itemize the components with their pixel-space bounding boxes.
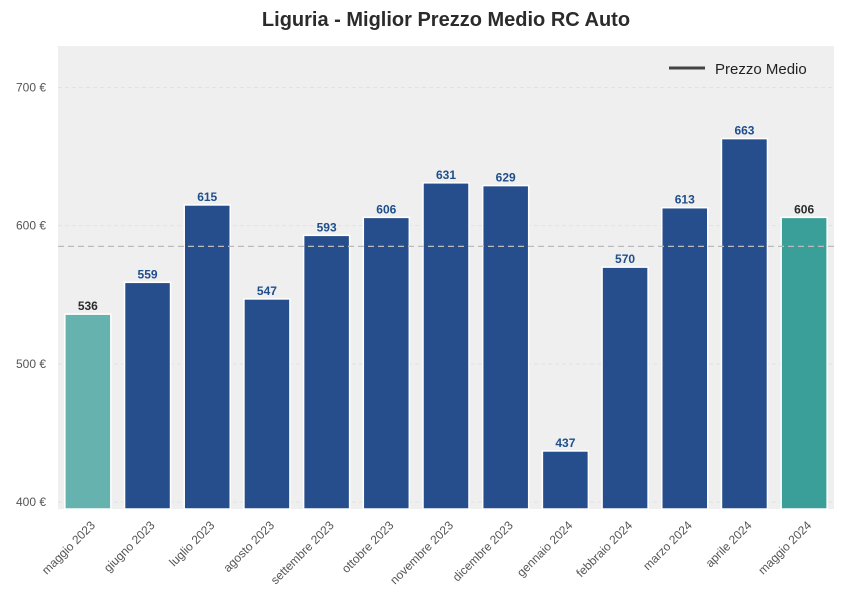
bar bbox=[302, 234, 351, 510]
x-tick-label: maggio 2023 bbox=[39, 518, 98, 577]
bar bbox=[243, 298, 291, 510]
x-tick-label: febbraio 2024 bbox=[573, 518, 635, 580]
data-label: 629 bbox=[496, 171, 516, 185]
x-tick-label: novembre 2023 bbox=[387, 518, 456, 587]
data-labels: 536 559 615 547 593 606 631 629 437 570 613 663 606 bbox=[78, 124, 815, 450]
x-tick-label: giugno 2023 bbox=[101, 518, 158, 575]
x-tick-label: luglio 2023 bbox=[166, 518, 217, 569]
x-tick-label: settembre 2023 bbox=[268, 518, 337, 587]
data-label: 606 bbox=[794, 202, 814, 216]
bar bbox=[422, 182, 470, 510]
x-tick-label: gennaio 2024 bbox=[514, 518, 576, 580]
chart-title: Liguria - Miglior Prezzo Medio RC Auto bbox=[262, 9, 630, 31]
bars bbox=[64, 137, 828, 510]
y-axis: 400 € 500 € 600 € 700 € bbox=[16, 80, 46, 509]
data-label: 559 bbox=[138, 267, 158, 281]
data-label: 606 bbox=[376, 202, 396, 216]
y-tick-label: 600 € bbox=[16, 219, 46, 233]
data-label: 631 bbox=[436, 168, 456, 182]
bar bbox=[362, 216, 411, 510]
data-label: 663 bbox=[734, 124, 754, 138]
legend-label: Prezzo Medio bbox=[715, 61, 807, 78]
y-tick-label: 500 € bbox=[16, 357, 46, 371]
bar bbox=[601, 266, 649, 510]
legend: Prezzo Medio bbox=[669, 61, 807, 78]
bar bbox=[661, 206, 709, 510]
bar bbox=[123, 281, 172, 510]
bar bbox=[780, 216, 828, 510]
x-tick-label: ottobre 2023 bbox=[339, 518, 397, 576]
y-tick-label: 700 € bbox=[16, 80, 46, 94]
bar bbox=[183, 204, 231, 510]
data-label: 615 bbox=[197, 190, 217, 204]
x-tick-label: aprile 2024 bbox=[703, 518, 755, 570]
bar bbox=[481, 184, 530, 510]
data-label: 437 bbox=[555, 436, 575, 450]
x-axis: maggio 2023 giugno 2023 luglio 2023 agosto … bbox=[39, 518, 815, 587]
data-label: 536 bbox=[78, 299, 98, 313]
x-tick-label: maggio 2024 bbox=[755, 518, 814, 577]
x-tick-label: dicembre 2023 bbox=[450, 518, 516, 584]
bar bbox=[541, 450, 590, 510]
bar bbox=[64, 313, 112, 510]
data-label: 593 bbox=[317, 220, 337, 234]
data-label: 613 bbox=[675, 193, 695, 207]
x-tick-label: marzo 2024 bbox=[640, 518, 695, 573]
x-tick-label: agosto 2023 bbox=[220, 518, 277, 575]
bar bbox=[720, 137, 769, 510]
y-tick-label: 400 € bbox=[16, 495, 46, 509]
data-label: 547 bbox=[257, 284, 277, 298]
data-label: 570 bbox=[615, 252, 635, 266]
